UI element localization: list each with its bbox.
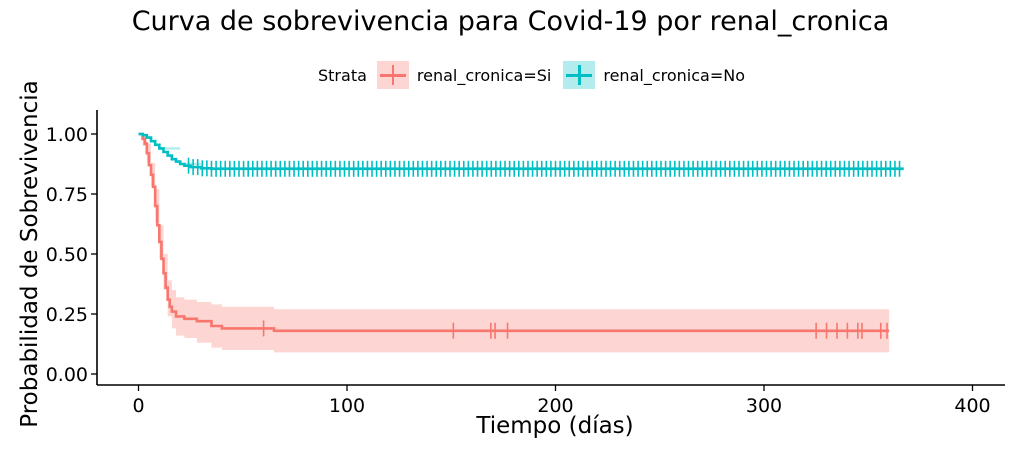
x-tick-label: 400 xyxy=(954,395,990,417)
legend-key-no xyxy=(563,61,596,89)
legend-label-no: renal_cronica=No xyxy=(603,65,745,85)
y-tick-label: 0.75 xyxy=(46,184,88,206)
legend: Strata renal_cronica=Si renal_cronica=No xyxy=(318,60,757,90)
censor-marks xyxy=(187,157,901,339)
y-tick-label: 0.50 xyxy=(46,244,88,266)
legend-title: Strata xyxy=(318,65,367,85)
axes: 0 100 200 300 400 0.00 0.25 0.50 0.75 1.00 xyxy=(46,110,1005,417)
legend-key-si xyxy=(376,61,409,89)
x-tick-label: 300 xyxy=(746,395,782,417)
x-axis-label: Tiempo (días) xyxy=(476,413,634,439)
chart-title: Curva de sobrevivencia para Covid-19 por… xyxy=(131,6,890,37)
legend-item-no: renal_cronica=No xyxy=(563,61,745,89)
x-tick-label: 200 xyxy=(537,395,573,417)
legend-item-si: renal_cronica=Si xyxy=(376,61,552,89)
x-tick-label: 100 xyxy=(329,395,365,417)
y-tick-label: 0.25 xyxy=(46,304,88,326)
legend-label-si: renal_cronica=Si xyxy=(416,65,552,85)
line-series-0 xyxy=(138,132,890,333)
y-tick-label: 0.00 xyxy=(46,364,88,386)
x-tick-label: 0 xyxy=(132,395,144,417)
y-tick-label: 1.00 xyxy=(46,124,88,146)
